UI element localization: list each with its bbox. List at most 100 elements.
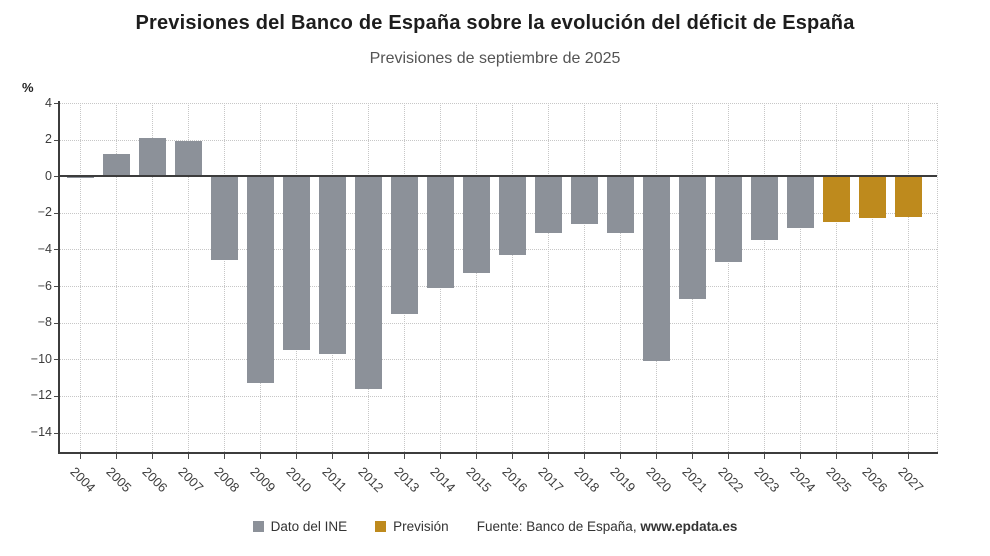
y-axis-label: −12 xyxy=(30,388,52,403)
x-axis-label-2004: 2004 xyxy=(67,464,99,496)
v-gridline xyxy=(476,103,477,452)
x-axis-label-2025: 2025 xyxy=(823,464,855,496)
v-gridline xyxy=(836,103,837,452)
x-tick xyxy=(80,454,81,459)
h-gridline xyxy=(59,249,937,251)
bar-2023[interactable] xyxy=(750,176,778,241)
x-axis-label-2022: 2022 xyxy=(715,464,747,496)
y-tick xyxy=(54,286,59,288)
bar-2012[interactable] xyxy=(354,176,382,389)
y-tick xyxy=(54,103,59,104)
x-tick xyxy=(296,454,297,459)
prevision-swatch xyxy=(375,521,387,532)
x-tick xyxy=(512,454,513,459)
x-tick xyxy=(908,454,909,459)
x-axis-label-2009: 2009 xyxy=(247,464,279,496)
h-gridline xyxy=(59,212,937,214)
x-tick xyxy=(872,454,873,459)
x-axis-label-2021: 2021 xyxy=(679,464,711,496)
legend: Dato del INE Previsión Fuente: Banco de … xyxy=(0,519,990,534)
y-tick xyxy=(54,395,59,397)
x-tick xyxy=(476,454,477,459)
bar-2025[interactable] xyxy=(822,176,850,222)
bar-2021[interactable] xyxy=(678,176,706,299)
v-gridline xyxy=(908,103,909,452)
v-gridline xyxy=(512,103,513,452)
x-axis-label-2011: 2011 xyxy=(319,464,350,495)
y-axis-label: 0 xyxy=(45,168,52,183)
bar-2010[interactable] xyxy=(282,176,310,351)
source-link[interactable]: www.epdata.es xyxy=(640,519,738,534)
x-tick xyxy=(728,454,729,459)
bar-2007[interactable] xyxy=(174,141,202,177)
bar-2014[interactable] xyxy=(426,176,454,288)
y-axis-label: −6 xyxy=(37,278,52,293)
source-text: Fuente: Banco de España, www.epdata.es xyxy=(477,519,738,534)
x-tick xyxy=(440,454,441,459)
legend-label-prevision: Previsión xyxy=(393,519,449,534)
v-gridline xyxy=(152,103,153,452)
bar-2026[interactable] xyxy=(858,176,886,219)
x-axis-label-2007: 2007 xyxy=(175,464,207,496)
y-tick xyxy=(54,359,59,361)
bar-2011[interactable] xyxy=(318,176,346,354)
v-gridline xyxy=(800,103,801,452)
x-tick xyxy=(368,454,369,459)
bar-2006[interactable] xyxy=(138,137,166,177)
y-axis-label: −8 xyxy=(37,315,52,330)
bar-2020[interactable] xyxy=(642,176,670,362)
x-axis-label-2014: 2014 xyxy=(427,464,459,496)
h-gridline xyxy=(59,432,937,434)
legend-item-ine[interactable]: Dato del INE xyxy=(252,519,348,534)
bar-2027[interactable] xyxy=(894,176,922,217)
h-gridline xyxy=(59,103,937,104)
y-tick xyxy=(54,432,59,434)
bar-2015[interactable] xyxy=(462,176,490,274)
y-axis-label: −14 xyxy=(30,425,52,440)
x-axis-label-2026: 2026 xyxy=(859,464,891,496)
x-axis-label-2010: 2010 xyxy=(283,464,315,496)
y-axis-label: 4 xyxy=(45,95,52,110)
y-tick xyxy=(54,139,59,141)
bar-2019[interactable] xyxy=(606,176,634,233)
x-axis-label-2023: 2023 xyxy=(751,464,783,496)
bar-2022[interactable] xyxy=(714,176,742,263)
x-tick xyxy=(260,454,261,459)
x-axis-label-2017: 2017 xyxy=(535,464,567,496)
x-tick xyxy=(692,454,693,459)
legend-item-prevision[interactable]: Previsión xyxy=(375,519,449,534)
x-tick xyxy=(764,454,765,459)
x-tick xyxy=(332,454,333,459)
bar-2024[interactable] xyxy=(786,176,814,228)
y-axis-line xyxy=(58,101,60,454)
x-axis-label-2016: 2016 xyxy=(499,464,531,496)
v-gridline xyxy=(620,103,621,452)
h-gridline xyxy=(59,139,937,141)
legend-label-ine: Dato del INE xyxy=(270,519,348,534)
bar-2005[interactable] xyxy=(102,154,130,177)
zero-line xyxy=(59,175,937,178)
v-gridline xyxy=(80,103,81,452)
x-axis-label-2012: 2012 xyxy=(355,464,387,496)
x-tick xyxy=(548,454,549,459)
v-gridline xyxy=(224,103,225,452)
x-tick xyxy=(620,454,621,459)
bar-2018[interactable] xyxy=(570,176,598,224)
x-tick xyxy=(188,454,189,459)
x-tick xyxy=(836,454,837,459)
bar-2017[interactable] xyxy=(534,176,562,233)
h-gridline xyxy=(59,322,937,324)
x-axis-line xyxy=(58,452,938,454)
x-axis-label-2013: 2013 xyxy=(391,464,423,496)
bar-2013[interactable] xyxy=(390,176,418,314)
x-tick xyxy=(800,454,801,459)
v-gridline xyxy=(728,103,729,452)
x-tick xyxy=(584,454,585,459)
y-tick xyxy=(54,212,59,214)
bar-2016[interactable] xyxy=(498,176,526,255)
bar-2009[interactable] xyxy=(246,176,274,384)
x-axis-label-2020: 2020 xyxy=(643,464,675,496)
source-prefix: Fuente: Banco de España, xyxy=(476,519,641,534)
bar-2008[interactable] xyxy=(210,176,238,261)
